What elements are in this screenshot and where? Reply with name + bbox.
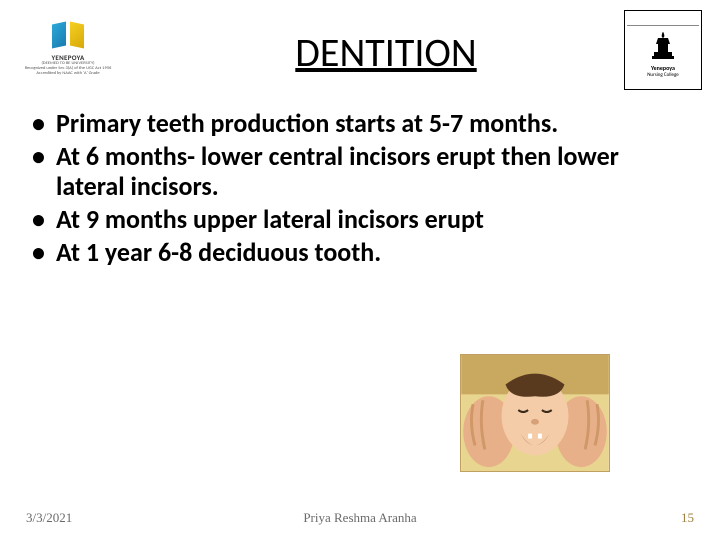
logo-shape-icon (50, 23, 86, 51)
bullet-item: Primary teeth production starts at 5-7 m… (30, 108, 690, 139)
university-sub3: Accredited by NAAC with 'A' Grade (36, 72, 99, 77)
slide-header: YENEPOYA (DEEMED TO BE UNIVERSITY) Recog… (0, 0, 720, 90)
footer-date: 3/3/2021 (26, 510, 72, 526)
slide-footer: 3/3/2021 Priya Reshma Aranha 15 (0, 510, 720, 526)
bullet-list: Primary teeth production starts at 5-7 m… (30, 108, 690, 267)
yenepoya-logo: YENEPOYA (DEEMED TO BE UNIVERSITY) Recog… (18, 10, 118, 90)
footer-author: Priya Reshma Aranha (303, 510, 416, 526)
logo-right-name2: Nursing College (647, 72, 679, 78)
slide-content: Primary teeth production starts at 5-7 m… (0, 90, 720, 267)
slide-title: DENTITION (148, 10, 624, 77)
bullet-item: At 6 months- lower central incisors erup… (30, 141, 690, 202)
logo-right-name1: Yenepoya (651, 64, 675, 72)
nursing-college-logo: Yenepoya Nursing College (624, 10, 702, 90)
bullet-item: At 1 year 6-8 deciduous tooth. (30, 237, 690, 268)
lamp-icon (648, 26, 678, 64)
footer-page-number: 15 (681, 510, 694, 526)
child-photo (460, 354, 610, 472)
bullet-item: At 9 months upper lateral incisors erupt (30, 204, 690, 235)
